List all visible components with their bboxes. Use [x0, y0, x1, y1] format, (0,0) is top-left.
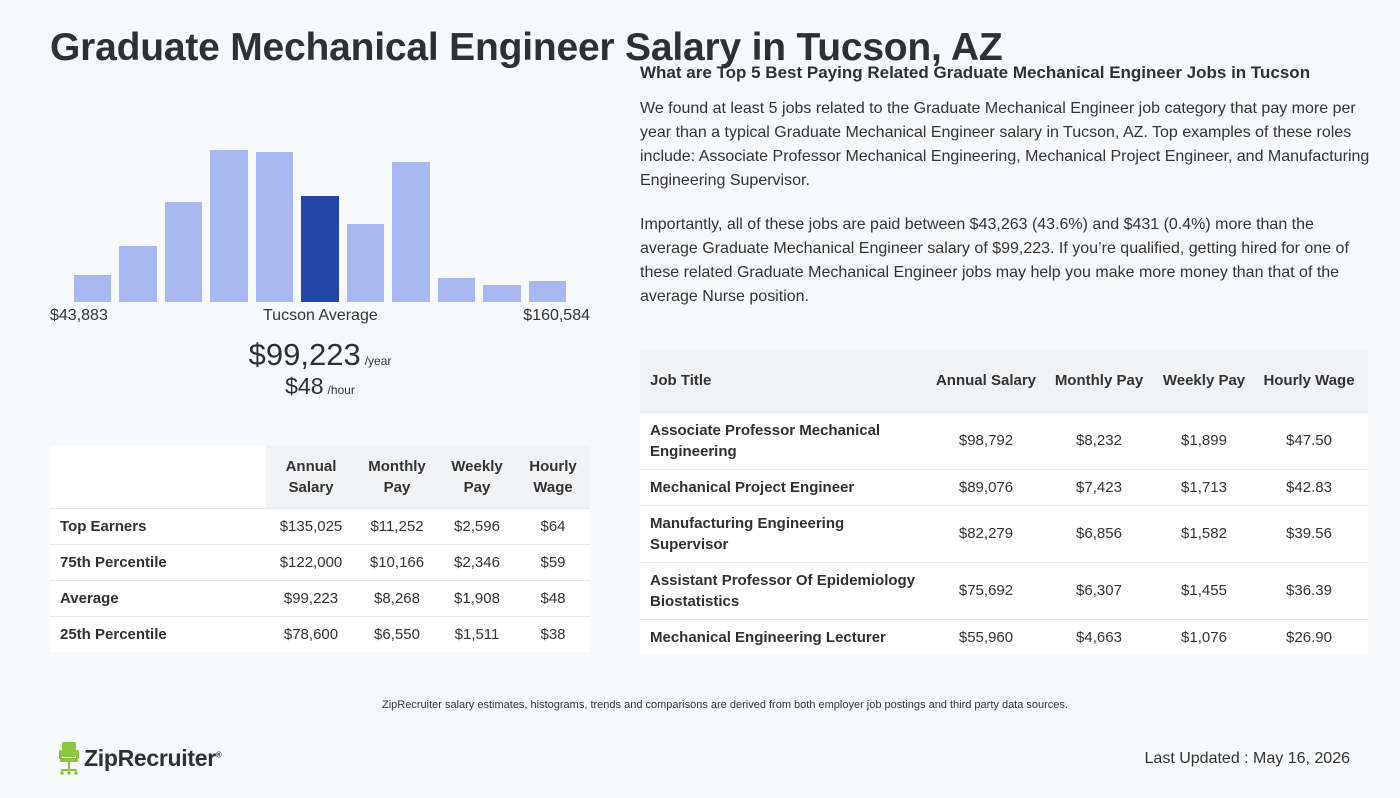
- table-row: Average $99,223 $8,268 $1,908 $48: [50, 579, 590, 616]
- row-label: 25th Percentile: [50, 615, 266, 652]
- related-jobs-heading: What are Top 5 Best Paying Related Gradu…: [640, 63, 1311, 82]
- table-row: Mechanical Project Engineer $89,076 $7,4…: [640, 468, 1368, 505]
- hourly-wage-cell: $38: [516, 615, 590, 652]
- monthly-pay-cell: $4,663: [1040, 618, 1158, 655]
- table-row: Assistant Professor Of Epidemiology Bios…: [640, 561, 1368, 619]
- monthly-pay-cell: $6,856: [1040, 504, 1158, 562]
- histogram-bar: [210, 150, 248, 302]
- annual-salary-cell: $122,000: [266, 543, 356, 580]
- job-title-cell: Associate Professor Mechanical Engineeri…: [640, 411, 932, 469]
- weekly-pay-cell: $1,455: [1158, 561, 1250, 619]
- weekly-pay-cell: $1,908: [438, 579, 516, 616]
- hourly-wage-cell: $39.56: [1250, 504, 1368, 562]
- annual-salary-cell: $98,792: [932, 411, 1040, 469]
- annual-salary-cell: $75,692: [932, 561, 1040, 619]
- job-title-cell: Mechanical Engineering Lecturer: [640, 618, 932, 655]
- percentile-header-blank: [50, 446, 266, 508]
- related-jobs-table: Job Title Annual Salary Monthly Pay Week…: [640, 350, 1368, 655]
- percentile-header-hourly: Hourly Wage: [516, 446, 590, 508]
- percentile-header-monthly: Monthly Pay: [356, 446, 438, 508]
- chair-icon: [59, 742, 79, 775]
- histogram-bar: [437, 277, 476, 302]
- histogram-min-label: $43,883: [50, 307, 108, 324]
- histogram-bar: [119, 245, 157, 302]
- annual-salary-cell: $135,025: [266, 507, 356, 544]
- histogram-max-label: $160,584: [523, 307, 590, 324]
- percentile-table: Annual Salary Monthly Pay Weekly Pay Hou…: [50, 446, 590, 652]
- histogram-bar: [346, 224, 385, 302]
- data-source-disclaimer: ZipRecruiter salary estimates, histogram…: [382, 699, 1068, 711]
- table-row: Top Earners $135,025 $11,252 $2,596 $64: [50, 507, 590, 544]
- monthly-pay-cell: $8,232: [1040, 411, 1158, 469]
- histogram-bar: [74, 274, 112, 302]
- page-title: Graduate Mechanical Engineer Salary in T…: [50, 26, 1003, 69]
- average-hour-unit: /hour: [327, 383, 355, 397]
- hourly-wage-cell: $36.39: [1250, 561, 1368, 619]
- ziprecruiter-logo[interactable]: ZipRecruiter®: [58, 740, 222, 776]
- percentile-header-weekly: Weekly Pay: [438, 446, 516, 508]
- annual-salary-cell: $89,076: [932, 468, 1040, 505]
- salary-histogram: [50, 140, 590, 302]
- weekly-pay-cell: $1,511: [438, 615, 516, 652]
- row-label: Average: [50, 579, 266, 616]
- average-year-value: $99,223: [248, 337, 361, 372]
- average-annual-salary: $99,223/year: [0, 337, 640, 373]
- job-title-cell: Manufacturing Engineering Supervisor: [640, 504, 932, 562]
- job-title-cell: Mechanical Project Engineer: [640, 468, 932, 505]
- histogram-bar: [528, 280, 566, 302]
- monthly-pay-cell: $8,268: [356, 579, 438, 616]
- table-row: 75th Percentile $122,000 $10,166 $2,346 …: [50, 543, 590, 580]
- monthly-pay-cell: $6,307: [1040, 561, 1158, 619]
- monthly-pay-cell: $10,166: [356, 543, 438, 580]
- related-jobs-detail: Importantly, all of these jobs are paid …: [640, 216, 1349, 305]
- histogram-bar: [483, 285, 521, 302]
- annual-salary-cell: $78,600: [266, 615, 356, 652]
- jobs-table-header: Job Title Annual Salary Monthly Pay Week…: [640, 350, 1368, 412]
- hourly-wage-cell: $48: [516, 579, 590, 616]
- histogram-bar: [255, 151, 294, 302]
- logo-wordmark: ZipRecruiter: [84, 744, 216, 771]
- hourly-wage-cell: $64: [516, 507, 590, 544]
- hourly-wage-cell: $42.83: [1250, 468, 1368, 505]
- monthly-pay-cell: $6,550: [356, 615, 438, 652]
- weekly-pay-cell: $2,596: [438, 507, 516, 544]
- registered-mark: ®: [215, 749, 222, 759]
- last-updated-date: Last Updated : May 16, 2026: [1144, 750, 1350, 767]
- jobs-header-title: Job Title: [640, 350, 932, 412]
- percentile-header-annual: Annual Salary: [266, 446, 356, 508]
- average-hour-value: $48: [285, 373, 324, 399]
- weekly-pay-cell: $2,346: [438, 543, 516, 580]
- row-label: Top Earners: [50, 507, 266, 544]
- row-label: 75th Percentile: [50, 543, 266, 580]
- annual-salary-cell: $99,223: [266, 579, 356, 616]
- average-year-unit: /year: [364, 354, 392, 368]
- jobs-header-weekly: Weekly Pay: [1158, 350, 1250, 412]
- weekly-pay-cell: $1,076: [1158, 618, 1250, 655]
- hourly-wage-cell: $59: [516, 543, 590, 580]
- related-jobs-intro: We found at least 5 jobs related to the …: [640, 100, 1370, 189]
- table-row: 25th Percentile $78,600 $6,550 $1,511 $3…: [50, 615, 590, 652]
- weekly-pay-cell: $1,713: [1158, 468, 1250, 505]
- table-row: Associate Professor Mechanical Engineeri…: [640, 411, 1368, 469]
- jobs-header-monthly: Monthly Pay: [1040, 350, 1158, 412]
- jobs-header-annual: Annual Salary: [932, 350, 1040, 412]
- job-title-cell: Assistant Professor Of Epidemiology Bios…: [640, 561, 932, 619]
- hourly-wage-cell: $47.50: [1250, 411, 1368, 469]
- histogram-average-label: Tucson Average: [263, 307, 378, 324]
- table-row: Manufacturing Engineering Supervisor $82…: [640, 504, 1368, 562]
- weekly-pay-cell: $1,899: [1158, 411, 1250, 469]
- table-row: Mechanical Engineering Lecturer $55,960 …: [640, 618, 1368, 655]
- hourly-wage-cell: $26.90: [1250, 618, 1368, 655]
- average-hourly-wage: $48/hour: [0, 373, 640, 400]
- percentile-table-header: Annual Salary Monthly Pay Weekly Pay Hou…: [50, 446, 590, 508]
- histogram-bar: [164, 201, 203, 302]
- histogram-bar: [392, 162, 430, 302]
- annual-salary-cell: $82,279: [932, 504, 1040, 562]
- annual-salary-cell: $55,960: [932, 618, 1040, 655]
- jobs-header-hourly: Hourly Wage: [1250, 350, 1368, 412]
- weekly-pay-cell: $1,582: [1158, 504, 1250, 562]
- monthly-pay-cell: $11,252: [356, 507, 438, 544]
- monthly-pay-cell: $7,423: [1040, 468, 1158, 505]
- histogram-bar-average: [301, 195, 339, 302]
